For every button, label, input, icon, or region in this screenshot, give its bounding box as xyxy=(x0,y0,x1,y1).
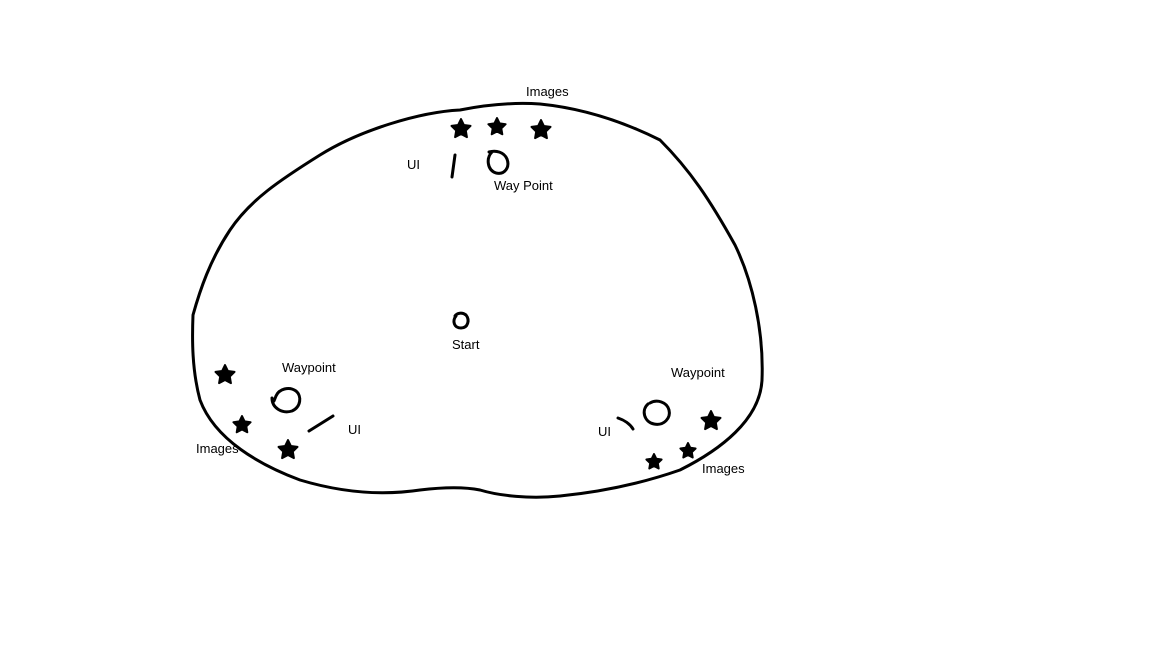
star-icon xyxy=(700,410,722,431)
star-icon xyxy=(450,118,472,139)
waypoint-circle-icon xyxy=(486,149,510,175)
bottom-right-ui-label: UI xyxy=(598,424,611,439)
region-bottom-right: Waypoint UI Images xyxy=(598,365,745,476)
star-icon xyxy=(487,117,507,136)
top-ui-label: UI xyxy=(407,157,420,172)
bottom-left-ui-label: UI xyxy=(348,422,361,437)
bottom-right-image-markers xyxy=(645,410,722,470)
waypoint-circle-icon xyxy=(642,399,671,426)
star-icon xyxy=(214,364,236,385)
ui-stroke-icon xyxy=(616,416,635,431)
region-bottom-left: Waypoint UI Images xyxy=(196,360,361,460)
bottom-right-waypoint-label: Waypoint xyxy=(671,365,725,380)
star-icon xyxy=(277,439,299,460)
star-icon xyxy=(645,453,663,470)
bottom-left-waypoint-label: Waypoint xyxy=(282,360,336,375)
star-icon xyxy=(232,415,252,434)
ui-stroke-icon xyxy=(307,414,335,433)
bottom-right-images-label: Images xyxy=(702,461,745,476)
start-circle-icon xyxy=(452,311,470,330)
top-images-label: Images xyxy=(526,84,569,99)
star-icon xyxy=(530,119,552,140)
bottom-left-images-label: Images xyxy=(196,441,239,456)
map-boundary xyxy=(191,101,764,499)
start-label: Start xyxy=(452,337,480,352)
bottom-left-image-markers xyxy=(214,364,299,460)
start-point: Start xyxy=(452,311,480,352)
waypoint-circle-icon xyxy=(270,387,302,414)
star-icon xyxy=(679,442,697,459)
ui-stroke-icon xyxy=(450,153,457,179)
top-waypoint-label: Way Point xyxy=(494,178,553,193)
region-top: Images UI Way Point xyxy=(407,84,569,193)
top-image-markers xyxy=(450,117,552,140)
